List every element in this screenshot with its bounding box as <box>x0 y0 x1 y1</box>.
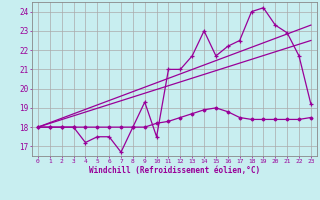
X-axis label: Windchill (Refroidissement éolien,°C): Windchill (Refroidissement éolien,°C) <box>89 166 260 175</box>
